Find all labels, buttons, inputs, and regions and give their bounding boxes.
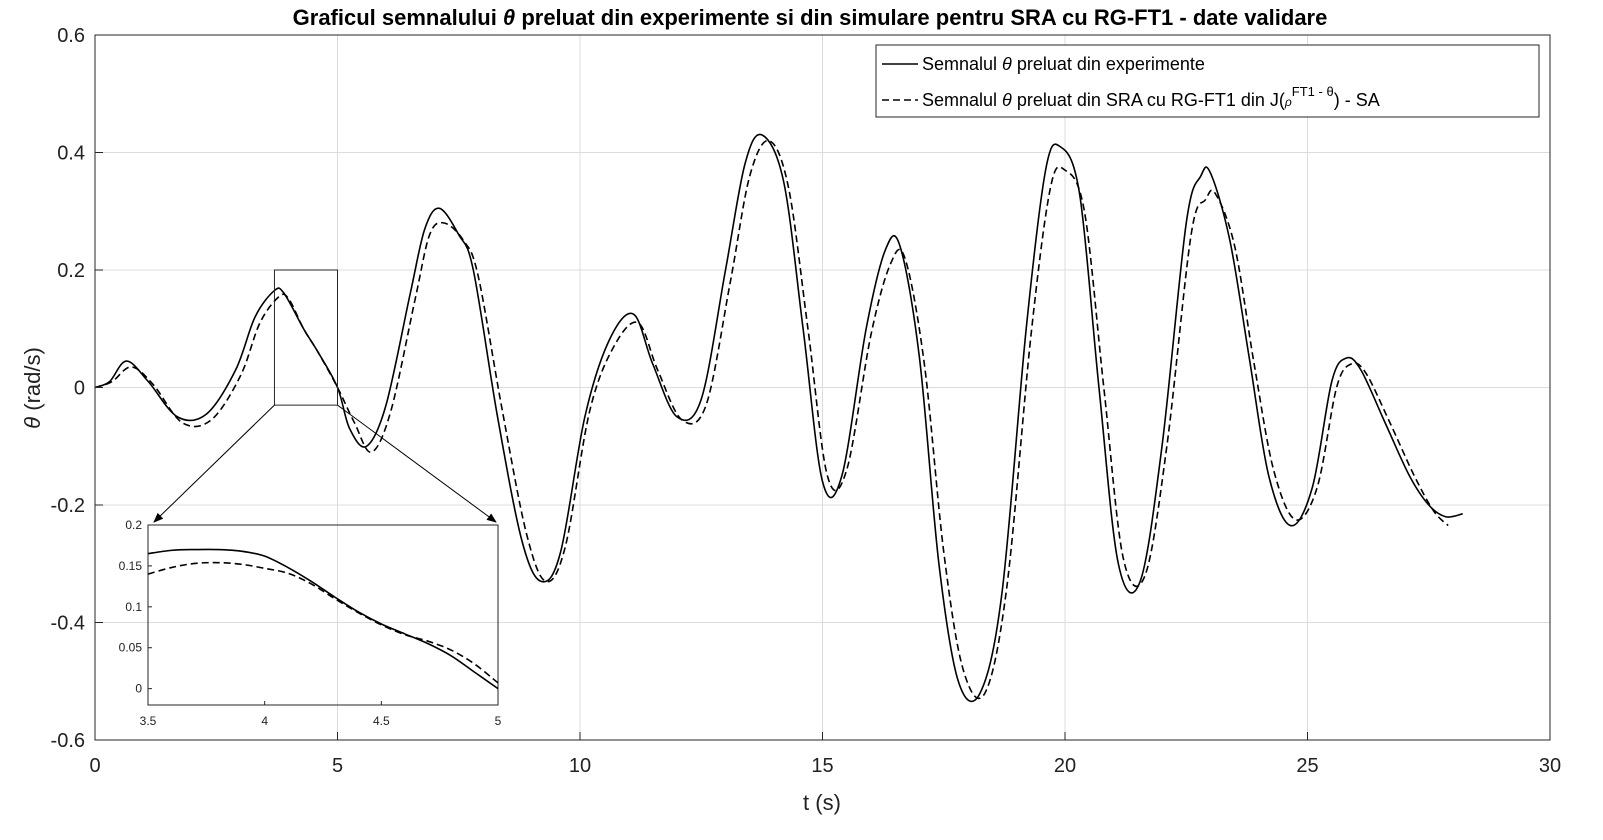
- x-tick-label: 30: [1539, 755, 1561, 777]
- legend-label-1: Semnalul θ preluat din experimente: [922, 54, 1205, 74]
- inset-frame: [147, 524, 499, 706]
- y-tick-label: -0.6: [51, 730, 85, 752]
- series-line-1: [94, 133, 1463, 703]
- inset-y-tick-label: 0.1: [125, 600, 142, 614]
- inset-y-tick-label: 0.2: [125, 518, 142, 532]
- series-line-2: [94, 139, 1449, 700]
- y-tick-label: 0.6: [57, 25, 85, 47]
- y-tick-label: 0.4: [57, 143, 85, 165]
- inset-y-tick-label: 0.15: [119, 559, 143, 573]
- inset-x-tick-label: 5: [495, 714, 502, 728]
- inset-chart: 3.5 4 4.5 5 0.2 0.15 0.1 0.05 0: [119, 518, 502, 728]
- x-tick-label: 15: [811, 755, 833, 777]
- x-tick-label: 0: [89, 755, 100, 777]
- tick-labels: 0 5 10 15 20 25 30 0.6 0.4 0.2 0 -0.2 -0.4 -0.6: [51, 25, 1562, 777]
- y-axis-label: θ (rad/s): [20, 347, 45, 429]
- inset-y-tick-label: 0.05: [119, 641, 143, 655]
- inset-series-line-2: [147, 561, 499, 684]
- chart-title: Graficul semnalului θ preluat din experi…: [293, 5, 1328, 30]
- x-tick-label: 20: [1054, 755, 1076, 777]
- x-tick-label: 25: [1296, 755, 1318, 777]
- main-series-group: [94, 133, 1463, 703]
- y-tick-label: 0.2: [57, 260, 85, 282]
- y-tick-label: -0.2: [51, 495, 85, 517]
- legend-box: [875, 44, 1540, 118]
- x-tick-label: 10: [569, 755, 591, 777]
- inset-x-tick-label: 3.5: [140, 714, 157, 728]
- legend-label-2: Semnalul θ preluat din SRA cu RG-FT1 din…: [922, 84, 1380, 110]
- legend: Semnalul θ preluat din experimente Semnal…: [875, 44, 1540, 118]
- zoom-arrow-left: [153, 404, 275, 523]
- inset-y-tick-label: 0: [135, 682, 142, 696]
- zoom-rectangle: [273, 269, 339, 406]
- inset-x-tick-label: 4: [261, 714, 268, 728]
- inset-series-line-1: [147, 548, 499, 690]
- zoom-annotation: [153, 269, 497, 523]
- zoom-arrow-right: [337, 404, 497, 523]
- x-axis-label: t (s): [803, 790, 841, 815]
- x-tick-label: 5: [332, 755, 343, 777]
- y-tick-label: 0: [74, 378, 85, 400]
- y-tick-label: -0.4: [51, 613, 85, 635]
- grid-lines: [94, 34, 1551, 741]
- inset-x-tick-label: 4.5: [373, 714, 390, 728]
